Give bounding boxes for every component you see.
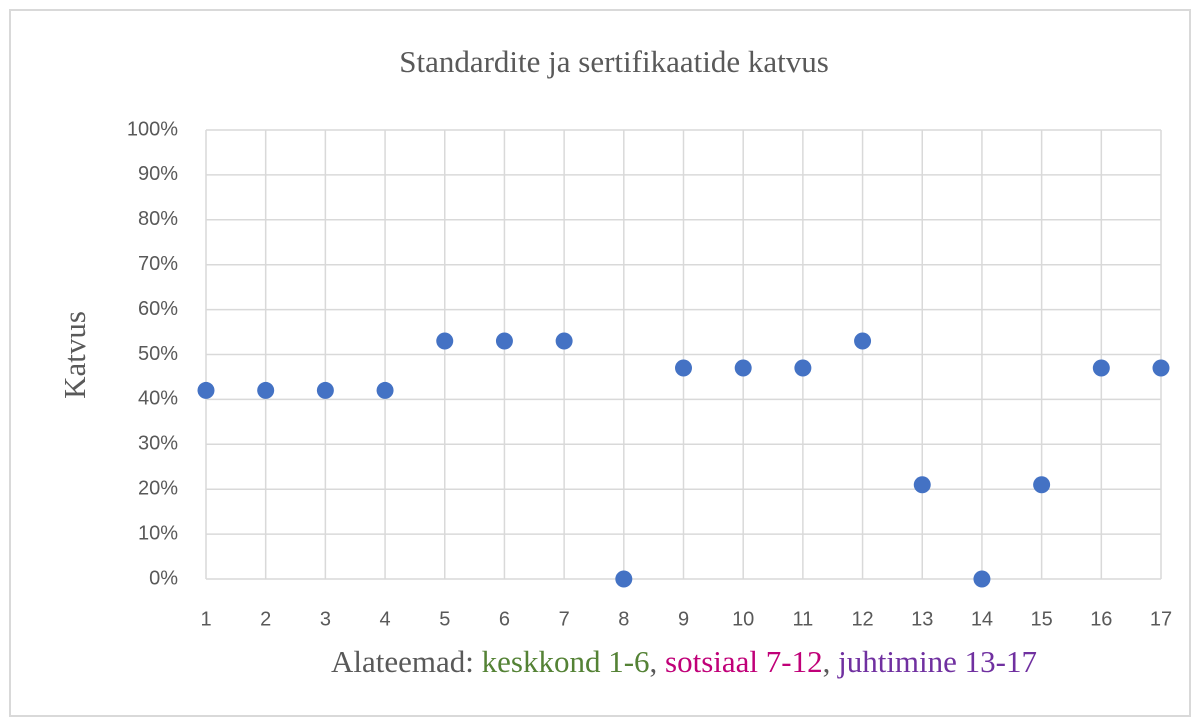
data-point: [555, 332, 573, 350]
chart-title: Standardite ja sertifikaatide katvus: [399, 44, 829, 79]
x-axis-label-part: keskkond 1-6: [482, 644, 650, 679]
y-tick-label: 80%: [138, 208, 178, 230]
data-point: [316, 381, 334, 399]
data-point: [197, 381, 215, 399]
x-axis-label-part: sotsiaal 7-12: [665, 644, 823, 679]
x-tick-label: 1: [200, 608, 211, 630]
x-tick-label: 9: [678, 608, 689, 630]
data-point: [495, 332, 513, 350]
x-axis-label-part: ,: [650, 644, 666, 679]
y-tick-label: 40%: [138, 388, 178, 410]
x-tick-label: 4: [380, 608, 391, 630]
chart-frame: [9, 9, 1191, 717]
x-tick-label: 2: [260, 608, 271, 630]
data-point: [913, 476, 931, 494]
x-tick-label: 17: [1150, 608, 1172, 630]
x-tick-label: 15: [1031, 608, 1053, 630]
y-tick-label: 20%: [138, 477, 178, 499]
x-tick-label: 3: [320, 608, 331, 630]
x-tick-label: 13: [911, 608, 933, 630]
x-tick-label: 5: [439, 608, 450, 630]
data-point: [854, 332, 872, 350]
y-tick-label: 50%: [138, 343, 178, 365]
data-point: [675, 359, 692, 377]
x-tick-label: 12: [851, 608, 873, 630]
y-tick-label: 100%: [127, 118, 178, 140]
data-point: [376, 381, 394, 399]
x-tick-label: 14: [971, 608, 993, 630]
x-tick-label: 8: [618, 608, 629, 630]
x-axis-label: Alateemad: keskkond 1-6, sotsiaal 7-12, …: [331, 644, 1037, 679]
data-point: [794, 359, 812, 377]
data-point: [1033, 476, 1051, 494]
data-point: [1092, 359, 1110, 377]
y-tick-label: 60%: [138, 298, 178, 320]
data-point: [436, 332, 454, 350]
data-point: [615, 570, 633, 588]
x-axis-label-part: ,: [823, 644, 839, 679]
y-tick-label: 0%: [149, 567, 178, 589]
data-point: [973, 570, 991, 588]
y-axis-label: Katvus: [57, 311, 92, 399]
x-tick-label: 10: [732, 608, 754, 630]
y-tick-label: 30%: [138, 433, 178, 455]
x-tick-label: 16: [1090, 608, 1112, 630]
x-tick-label: 11: [792, 608, 813, 630]
data-point: [734, 359, 752, 377]
data-point: [257, 381, 275, 399]
y-tick-label: 10%: [138, 522, 178, 544]
x-tick-label: 6: [499, 608, 510, 630]
x-tick-label: 7: [559, 608, 570, 630]
x-axis-label-part: Alateemad:: [331, 644, 482, 679]
x-axis-label-part: juhtimine 13-17: [837, 644, 1037, 679]
data-point: [1152, 359, 1170, 377]
y-tick-label: 70%: [138, 253, 178, 275]
y-tick-label: 90%: [138, 163, 178, 185]
